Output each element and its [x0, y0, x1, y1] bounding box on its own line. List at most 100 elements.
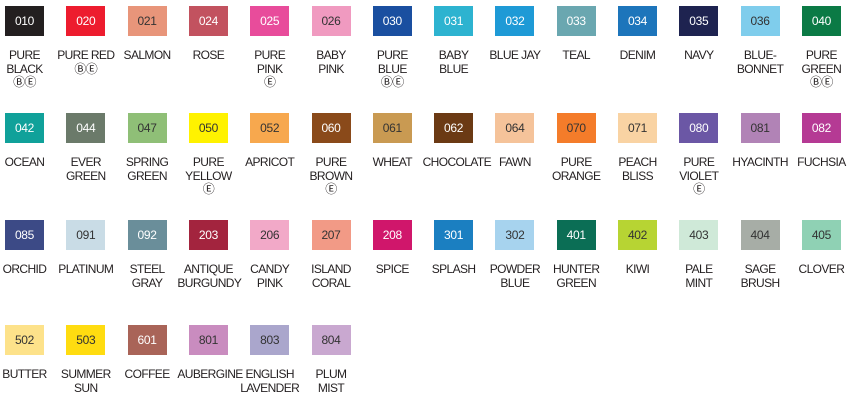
swatch: 050 — [188, 113, 228, 143]
swatch: 601 — [127, 325, 167, 355]
swatch-label: ROSE — [177, 48, 239, 63]
swatch: 208 — [372, 220, 412, 250]
name-line: PEACH — [618, 155, 657, 169]
swatch-label: POWDER BLUE — [484, 262, 546, 290]
name-line: PURE — [560, 155, 593, 169]
name-line: BLUE JAY — [489, 48, 541, 62]
badges: ⒷⒺ — [74, 61, 98, 76]
name-line: PURE — [805, 48, 838, 62]
name-line: PLUM — [315, 367, 348, 381]
name-line: KIWI — [625, 262, 650, 276]
swatch: 404 — [740, 220, 780, 250]
name-line: PURE — [254, 48, 286, 62]
swatch: 030 — [372, 6, 412, 36]
name-line: COFFEE — [124, 367, 171, 381]
name-line: WHEAT — [372, 155, 413, 169]
name-line: MIST — [317, 380, 345, 395]
swatch-label: WHEAT — [361, 155, 423, 170]
name-line: TEAL — [562, 48, 590, 62]
name-line: VIOLET — [679, 168, 719, 183]
name-line: PINK — [318, 61, 344, 76]
swatch: 082 — [801, 113, 841, 143]
swatch: 032 — [495, 6, 535, 36]
swatch-label: ORCHID — [0, 262, 56, 277]
swatch: 070 — [556, 113, 596, 143]
name-line: SUN — [74, 380, 98, 395]
name-line: GRAY — [131, 275, 163, 290]
swatch: 301 — [434, 220, 474, 250]
swatch: 071 — [618, 113, 657, 143]
swatch-label: ANTIQUE BURGUNDY — [177, 262, 241, 290]
swatch: 085 — [5, 220, 44, 250]
name-line: CLOVER — [798, 262, 845, 276]
name-line: PLATINUM — [58, 262, 114, 276]
swatch-label: PALE MINT — [668, 262, 730, 290]
name-line: BLUE — [377, 61, 408, 76]
swatch: 042 — [5, 113, 44, 143]
name-line: SAGE — [744, 262, 777, 276]
name-line: BLUE — [500, 275, 530, 290]
name-line: PURE — [683, 155, 715, 169]
swatch-label: PLUM MIST — [300, 367, 362, 395]
name-line: PURE — [192, 155, 225, 169]
name-line: GREEN — [127, 168, 167, 183]
name-line: FAWN — [498, 155, 531, 169]
name-line: SALMON — [123, 48, 172, 62]
name-line: PURE — [376, 48, 409, 62]
name-line: MINT — [685, 275, 713, 290]
swatch: 081 — [740, 113, 780, 143]
badges: ⒷⒺ — [13, 75, 36, 89]
swatch-label: PURE BLUE ⒷⒺ — [361, 48, 423, 90]
swatch: 064 — [495, 113, 535, 143]
swatch: 804 — [311, 325, 351, 355]
swatch-label: HYACINTH — [729, 155, 791, 170]
name-line: LAVENDER — [240, 380, 300, 395]
swatch: 052 — [250, 113, 290, 143]
swatch-label: HUNTER GREEN — [545, 262, 607, 290]
name-line: PINK — [256, 61, 283, 76]
name-line: CORAL — [311, 275, 351, 290]
swatch: 502 — [5, 325, 44, 355]
name-line: PALE — [685, 262, 713, 276]
swatch: 405 — [801, 220, 841, 250]
swatch-label: PLATINUM — [55, 262, 117, 277]
name-line: CANDY — [250, 262, 290, 276]
swatch: 803 — [250, 325, 290, 355]
swatch: 036 — [740, 6, 780, 36]
name-line: ORANGE — [551, 168, 601, 183]
name-line: ISLAND — [311, 262, 351, 276]
name-line: SPRING — [125, 155, 169, 169]
swatch: 026 — [311, 6, 351, 36]
swatch-label: PURE YELLOW Ⓔ — [177, 155, 239, 197]
swatch: 034 — [618, 6, 657, 36]
badges: Ⓔ — [202, 182, 215, 196]
swatch: 801 — [188, 325, 228, 355]
name-line: EVER — [70, 155, 102, 169]
swatch: 062 — [434, 113, 474, 143]
name-line: BUTTER — [2, 367, 47, 381]
swatch-label: KIWI — [607, 262, 669, 277]
name-line: BLACK — [6, 61, 43, 76]
swatch-label: TEAL — [545, 48, 607, 63]
swatch-label: SPICE — [361, 262, 423, 277]
swatch-label: SPLASH — [423, 262, 485, 277]
name-line: GREEN — [556, 275, 597, 290]
name-line: BABY — [438, 48, 469, 62]
swatch-label: PURE PINK Ⓔ — [239, 48, 301, 90]
swatch: 040 — [801, 6, 841, 36]
swatch-label: SPRING GREEN — [116, 155, 178, 183]
swatch-label: SAGE BRUSH — [729, 262, 791, 290]
name-line: BRUSH — [740, 275, 781, 290]
swatch-label: FUCHSIA — [790, 155, 852, 170]
name-line: STEEL — [129, 262, 166, 276]
name-line: YELLOW — [185, 168, 232, 183]
name-line: SUMMER — [60, 367, 111, 381]
swatch-label: DENIM — [607, 48, 669, 63]
swatch: 031 — [434, 6, 474, 36]
swatch-label: PURE BROWN Ⓔ — [300, 155, 362, 197]
name-line: SPLASH — [431, 262, 476, 276]
swatch: 010 — [5, 6, 44, 36]
swatch: 035 — [679, 6, 719, 36]
swatch-label: CLOVER — [790, 262, 852, 277]
